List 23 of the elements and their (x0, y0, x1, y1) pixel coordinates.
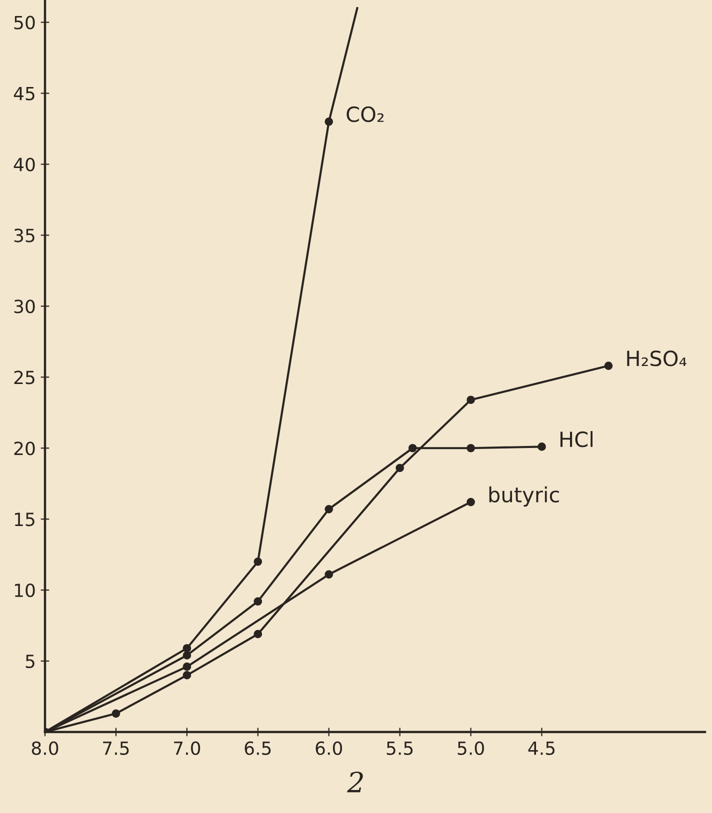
y-tick-label: 15 (14, 512, 34, 526)
x-tick-label: 7.5 (103, 742, 129, 756)
y-tick-label: 5 (26, 654, 34, 668)
x-tick-label: 6.0 (316, 741, 342, 756)
y-tick-label: 50 (14, 16, 35, 30)
y-tick-label: 25 (14, 370, 34, 384)
series-label: HCl (560, 431, 592, 448)
x-tick-label: 5.5 (386, 742, 413, 756)
series-label: CO₂ (346, 106, 384, 122)
x-tick-label: 6.5 (244, 741, 271, 756)
series-label: H₂SO₄ (627, 350, 686, 366)
x-tick-label: 7.0 (174, 741, 200, 756)
series-label: butyric (489, 486, 559, 507)
x-tick-label: 4.5 (528, 742, 555, 756)
text: 2 (347, 772, 363, 792)
x-tick-label: 8.0 (32, 741, 58, 756)
y-tick-label: 40 (14, 158, 35, 172)
y-tick-label: 30 (14, 300, 35, 314)
y-tick-label: 20 (14, 442, 35, 456)
y-tick-label: 35 (14, 228, 34, 242)
y-tick-label: 10 (14, 584, 35, 598)
x-tick-label: 5.0 (458, 741, 484, 756)
y-tick-label: 45 (14, 86, 34, 100)
